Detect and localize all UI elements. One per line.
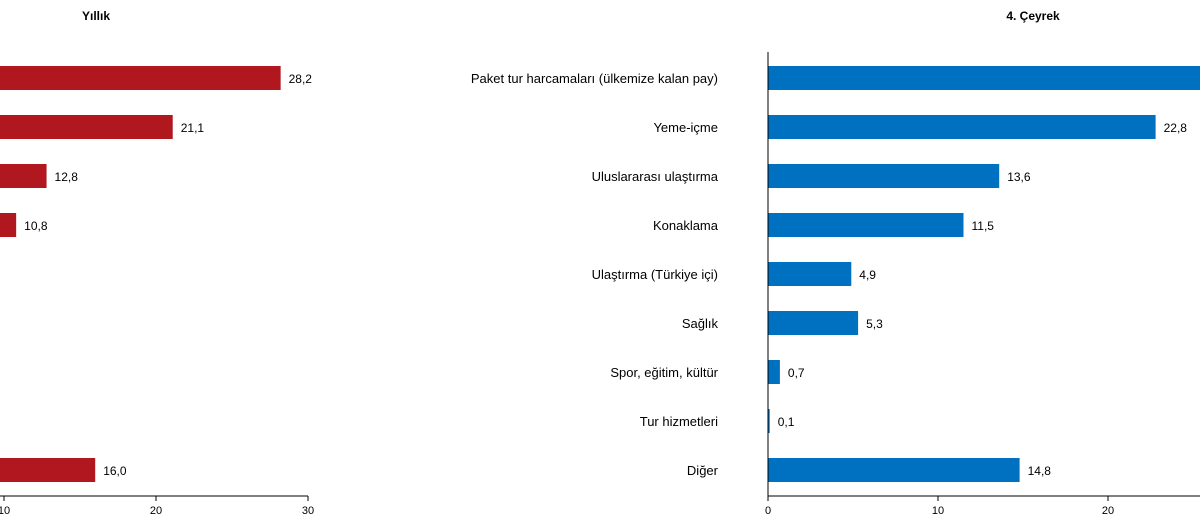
ceyrek-title: 4. Çeyrek xyxy=(1006,9,1060,23)
ceyrek-category-label: Diğer xyxy=(687,463,719,478)
ceyrek-x-tick-label: 20 xyxy=(1102,505,1114,517)
yillik-bar xyxy=(0,458,96,482)
ceyrek-bar xyxy=(768,311,859,335)
ceyrek-x-tick-label: 10 xyxy=(932,505,944,517)
yillik-value-label: 28,2 xyxy=(289,72,313,86)
ceyrek-bar xyxy=(768,409,770,433)
yillik-x-tick-label: 30 xyxy=(302,505,314,517)
ceyrek-category-label: Yeme-içme xyxy=(653,120,718,135)
yillik-value-label: 21,1 xyxy=(181,121,205,135)
ceyrek-bar xyxy=(768,360,780,384)
yillik-bar xyxy=(0,115,173,139)
ceyrek-bar xyxy=(768,115,1156,139)
ceyrek-value-label: 11,5 xyxy=(972,219,995,233)
ceyrek-category-label: Tur hizmetleri xyxy=(640,414,718,429)
ceyrek-value-label: 22,8 xyxy=(1164,121,1188,135)
ceyrek-category-label: Uluslararası ulaştırma xyxy=(592,169,719,184)
yillik-value-label: 16,0 xyxy=(103,464,127,478)
yillik-panel: Yıllık 28,2 21,1 12,8 10,8 16,0 10 20 30 xyxy=(0,9,314,517)
yillik-bar xyxy=(0,164,47,188)
ceyrek-category-label: Paket tur harcamaları (ülkemize kalan pa… xyxy=(471,71,718,86)
ceyrek-bar xyxy=(768,458,1020,482)
ceyrek-panel: 4. Çeyrek Paket tur harcamaları (ülkemize… xyxy=(471,9,1200,517)
ceyrek-category-label: Ulaştırma (Türkiye içi) xyxy=(592,267,718,282)
yillik-value-label: 12,8 xyxy=(55,170,79,184)
yillik-title: Yıllık xyxy=(82,9,110,23)
ceyrek-value-label: 0,7 xyxy=(788,366,805,380)
yillik-bar xyxy=(0,66,281,90)
ceyrek-bar xyxy=(768,262,852,286)
ceyrek-bar xyxy=(768,213,964,237)
yillik-bar xyxy=(0,213,17,237)
ceyrek-bar xyxy=(768,66,1200,90)
ceyrek-bar xyxy=(768,164,1000,188)
ceyrek-value-label: 5,3 xyxy=(866,317,883,331)
ceyrek-value-label: 0,1 xyxy=(778,415,795,429)
ceyrek-x-tick-label: 0 xyxy=(765,505,771,517)
ceyrek-value-label: 13,6 xyxy=(1007,170,1031,184)
yillik-value-label: 10,8 xyxy=(24,219,48,233)
ceyrek-category-label: Sağlık xyxy=(682,316,719,331)
yillik-x-tick-label: 20 xyxy=(150,505,162,517)
ceyrek-value-label: 14,8 xyxy=(1028,464,1052,478)
ceyrek-category-label: Spor, eğitim, kültür xyxy=(610,365,718,380)
yillik-x-tick-label: 10 xyxy=(0,505,10,517)
ceyrek-value-label: 4,9 xyxy=(859,268,876,282)
ceyrek-category-label: Konaklama xyxy=(653,218,719,233)
